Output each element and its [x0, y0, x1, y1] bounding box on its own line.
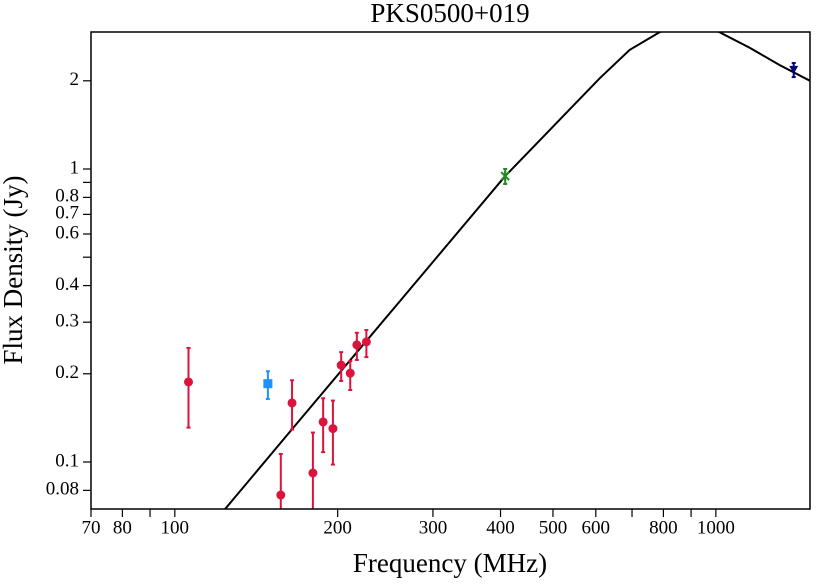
data-point [352, 340, 362, 350]
x-tick-label: 500 [539, 517, 568, 538]
data-point [287, 398, 297, 408]
x-tick-label: 1000 [697, 517, 735, 538]
plot-frame [90, 31, 811, 510]
y-tick-label: 2 [70, 69, 80, 90]
chart-title: PKS0500+019 [370, 0, 529, 28]
y-tick-label: 0.2 [55, 362, 79, 383]
data-point [345, 368, 355, 378]
x-tick-label: 80 [113, 517, 132, 538]
y-tick-label: 0.08 [46, 479, 79, 500]
x-axis-label: Frequency (MHz) [353, 548, 547, 578]
y-tick-label: 0.6 [55, 222, 79, 243]
x-tick-label: 800 [649, 517, 678, 538]
x-tick-label: 200 [323, 517, 352, 538]
x-tick-label: 70 [82, 517, 101, 538]
model-curve [224, 32, 810, 509]
y-tick-label: 0.1 [55, 450, 79, 471]
x-tick-label: 600 [582, 517, 611, 538]
data-point [263, 379, 273, 389]
x-tick-label: 400 [486, 517, 515, 538]
data-point [308, 468, 318, 478]
plot-area [183, 32, 810, 509]
data-point [789, 65, 799, 74]
y-tick-label: 0.4 [55, 274, 79, 295]
data-point [183, 377, 193, 387]
data-point [318, 417, 328, 427]
data-point [361, 337, 371, 347]
y-tick-label: 0.3 [55, 311, 79, 332]
y-tick-label: 0.7 [55, 203, 79, 224]
x-tick-label: 300 [419, 517, 448, 538]
data-point [276, 490, 286, 500]
y-tick-label: 0.8 [55, 186, 79, 207]
data-point [336, 360, 346, 370]
data-point [328, 424, 338, 434]
y-axis-label: Flux Density (Jy) [0, 176, 28, 365]
data-point [500, 171, 510, 182]
x-tick-label: 100 [161, 517, 190, 538]
y-tick-label: 1 [70, 157, 80, 178]
